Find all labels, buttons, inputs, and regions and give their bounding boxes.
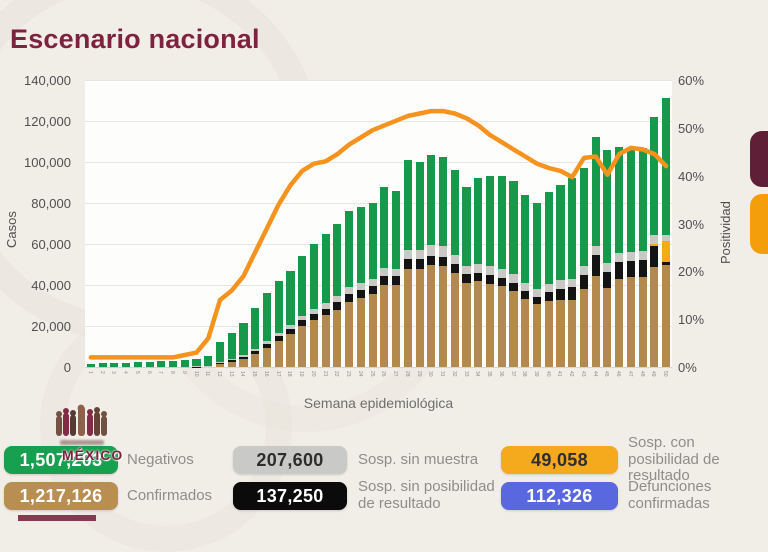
x-tick-week-43: 43 xyxy=(580,371,586,377)
x-tick-week-41: 41 xyxy=(556,371,562,377)
x-tick-week-6: 6 xyxy=(146,371,152,374)
x-tick-week-40: 40 xyxy=(545,371,551,377)
gridline xyxy=(85,367,672,368)
x-tick-week-29: 29 xyxy=(416,371,422,377)
y-tick-right: 60% xyxy=(678,73,704,88)
y-tick-left: 140,000 xyxy=(24,73,71,88)
x-tick-week-18: 18 xyxy=(286,371,292,377)
x-tick-week-47: 47 xyxy=(627,371,633,377)
sosp-sin-muestra-label: Sosp. sin muestra xyxy=(358,446,500,474)
x-tick-week-25: 25 xyxy=(369,371,375,377)
x-tick-week-26: 26 xyxy=(380,371,386,377)
x-tick-week-39: 39 xyxy=(533,371,539,377)
y-tick-left: 0 xyxy=(64,360,71,375)
x-tick-week-50: 50 xyxy=(662,371,668,377)
x-tick-week-37: 37 xyxy=(510,371,516,377)
x-tick-week-21: 21 xyxy=(322,371,328,377)
sosp-con-posibilidad-label: Sosp. con posibilidad de resultado xyxy=(628,446,768,474)
y-tick-left: 100,000 xyxy=(24,155,71,170)
y-tick-right: 0% xyxy=(678,360,697,375)
x-tick-week-31: 31 xyxy=(439,371,445,377)
y-tick-left: 20,000 xyxy=(31,319,71,334)
y-tick-left: 40,000 xyxy=(31,278,71,293)
x-tick-week-46: 46 xyxy=(615,371,621,377)
confirmados-value: 1,217,126 xyxy=(20,486,103,507)
confirmados-value-pill: 1,217,126 xyxy=(4,482,118,510)
x-tick-week-27: 27 xyxy=(392,371,398,377)
x-tick-week-24: 24 xyxy=(357,371,363,377)
sosp-sin-posibilidad-value-pill: 137,250 xyxy=(233,482,347,510)
x-tick-week-4: 4 xyxy=(122,371,128,374)
defunciones-value-pill: 112,326 xyxy=(501,482,618,510)
x-tick-week-48: 48 xyxy=(639,371,645,377)
x-tick-week-9: 9 xyxy=(181,371,187,374)
x-tick-week-19: 19 xyxy=(298,371,304,377)
y-tick-right: 40% xyxy=(678,169,704,184)
x-tick-week-32: 32 xyxy=(451,371,457,377)
y-tick-left: 60,000 xyxy=(31,237,71,252)
x-tick-week-42: 42 xyxy=(568,371,574,377)
sosp-sin-posibilidad-label: Sosp. sin posibilidad de resultado xyxy=(358,482,500,510)
x-tick-week-49: 49 xyxy=(650,371,656,377)
y-tick-right: 10% xyxy=(678,312,704,327)
dashboard-escenario-nacional: { "title": "Escenario nacional", "colors… xyxy=(0,0,768,521)
x-tick-week-2: 2 xyxy=(99,371,105,374)
y-tick-left: 80,000 xyxy=(31,196,71,211)
legend-chip-orange xyxy=(750,194,768,254)
watermark-small-text-blur xyxy=(60,440,104,445)
x-tick-week-17: 17 xyxy=(275,371,281,377)
gobierno-watermark-figures xyxy=(54,404,112,438)
sosp-sin-muestra-value-pill: 207,600 xyxy=(233,446,347,474)
x-tick-week-12: 12 xyxy=(216,371,222,377)
x-tick-week-8: 8 xyxy=(169,371,175,374)
x-tick-week-35: 35 xyxy=(486,371,492,377)
x-axis-title: Semana epidemiológica xyxy=(85,395,672,411)
x-tick-week-14: 14 xyxy=(239,371,245,377)
y-tick-left: 120,000 xyxy=(24,114,71,129)
y-axis-title-positividad: Positividad xyxy=(718,148,733,318)
x-tick-week-34: 34 xyxy=(474,371,480,377)
y-tick-right: 50% xyxy=(678,121,704,136)
x-tick-week-22: 22 xyxy=(333,371,339,377)
y-tick-right: 20% xyxy=(678,264,704,279)
x-tick-week-38: 38 xyxy=(521,371,527,377)
x-tick-week-7: 7 xyxy=(157,371,163,374)
plot-area xyxy=(85,80,672,367)
x-tick-week-36: 36 xyxy=(498,371,504,377)
x-tick-week-5: 5 xyxy=(134,371,140,374)
y-tick-right: 30% xyxy=(678,217,704,232)
confirmados-label: Confirmados xyxy=(127,482,227,510)
x-tick-week-16: 16 xyxy=(263,371,269,377)
watermark-mexico-text: MÉXICO xyxy=(62,447,123,463)
positividad-line xyxy=(85,80,672,367)
defunciones-value: 112,326 xyxy=(526,486,592,507)
x-tick-week-20: 20 xyxy=(310,371,316,377)
x-tick-week-23: 23 xyxy=(345,371,351,377)
x-tick-week-15: 15 xyxy=(251,371,257,377)
x-tick-week-11: 11 xyxy=(204,371,210,376)
x-tick-week-30: 30 xyxy=(427,371,433,377)
x-tick-week-13: 13 xyxy=(228,371,234,377)
negativos-label: Negativos xyxy=(127,446,227,474)
x-tick-week-10: 10 xyxy=(193,371,199,377)
sosp-sin-muestra-value: 207,600 xyxy=(256,450,323,471)
x-tick-week-45: 45 xyxy=(603,371,609,377)
x-tick-week-33: 33 xyxy=(463,371,469,377)
legend-chip-maroon xyxy=(750,131,768,187)
x-tick-week-28: 28 xyxy=(404,371,410,377)
sosp-con-posibilidad-value-pill: 49,058 xyxy=(501,446,618,474)
x-tick-week-3: 3 xyxy=(110,371,116,374)
sosp-sin-posibilidad-value: 137,250 xyxy=(256,486,323,507)
x-tick-week-1: 1 xyxy=(87,371,93,374)
sosp-con-posibilidad-value: 49,058 xyxy=(531,450,588,471)
defunciones-label: Defunciones confirmadas xyxy=(628,482,768,510)
x-tick-week-44: 44 xyxy=(592,371,598,377)
bottom-maroon-strip xyxy=(18,515,96,521)
